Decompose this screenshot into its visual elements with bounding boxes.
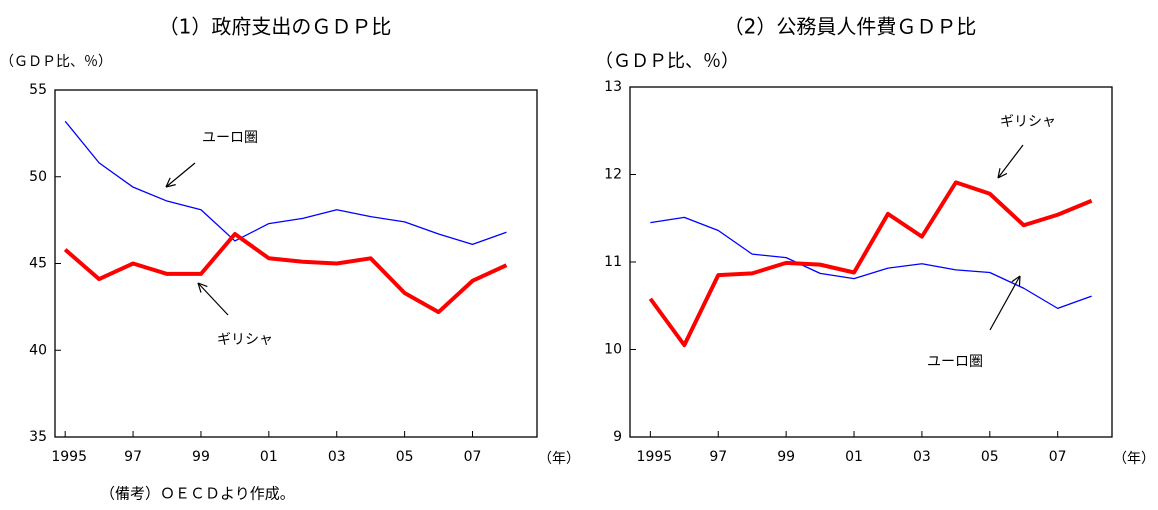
arrow-head [997,172,1008,179]
y-axis-label: （ＧＤＰ比、％） [0,54,112,70]
arrow-head [197,282,208,288]
x-tick-label: 07 [1049,449,1067,465]
x-tick-label: 05 [981,449,999,465]
x-axis-label: （年） [1113,451,1155,467]
series-line [63,232,508,315]
series-label: ギリシャ [217,332,273,348]
y-tick-label: 50 [29,169,47,185]
series-line [64,120,507,246]
y-tick-label: 11 [604,254,622,270]
x-tick-label: 97 [709,449,727,465]
y-tick-label: 45 [29,256,47,272]
x-tick-label: 07 [464,449,482,465]
x-axis-label: （年） [538,451,580,467]
x-tick-label: 99 [192,449,210,465]
note: （備考）ＯＥＣＤより作成。 [100,485,295,503]
y-tick-label: 12 [604,167,622,183]
arrow-head [165,177,171,188]
arrow-shaft [197,282,229,316]
y-tick-label: 40 [29,342,47,358]
x-tick-label: 01 [845,449,863,465]
arrow-head [1018,275,1021,287]
arrow-head [165,184,176,188]
arrow-head [997,168,1001,179]
series-label: ユーロ圏 [202,130,258,146]
series-label: ギリシャ [1000,114,1056,130]
x-tick-label: 01 [260,449,278,465]
plot-area [629,86,1113,438]
arrow-shaft [989,275,1021,331]
x-tick-label: 99 [777,449,795,465]
plot-area [54,89,538,438]
series-line [648,180,1093,348]
y-axis-label: （ＧＤＰ比、％） [595,51,739,72]
series-line [650,216,1092,310]
x-tick-label: 1995 [637,449,673,465]
y-tick-label: 35 [29,429,47,445]
x-tick-label: 05 [396,449,414,465]
x-tick-label: 03 [328,449,346,465]
y-tick-label: 13 [604,79,622,95]
chart-title: （1）政府支出のＧＤＰ比 [159,15,392,39]
arrow-head [197,282,202,293]
y-tick-label: 55 [29,82,47,98]
arrow-head [1011,275,1021,283]
x-tick-label: 1995 [51,449,87,465]
x-tick-label: 97 [124,449,142,465]
arrow-shaft [997,144,1024,179]
chart-title: （2）公務員人件費ＧＤＰ比 [724,15,977,39]
series-label: ユーロ圏 [927,354,983,370]
arrow-shaft [165,162,196,188]
y-tick-label: 10 [604,342,622,358]
y-tick-label: 9 [613,429,622,445]
x-tick-label: 03 [913,449,931,465]
